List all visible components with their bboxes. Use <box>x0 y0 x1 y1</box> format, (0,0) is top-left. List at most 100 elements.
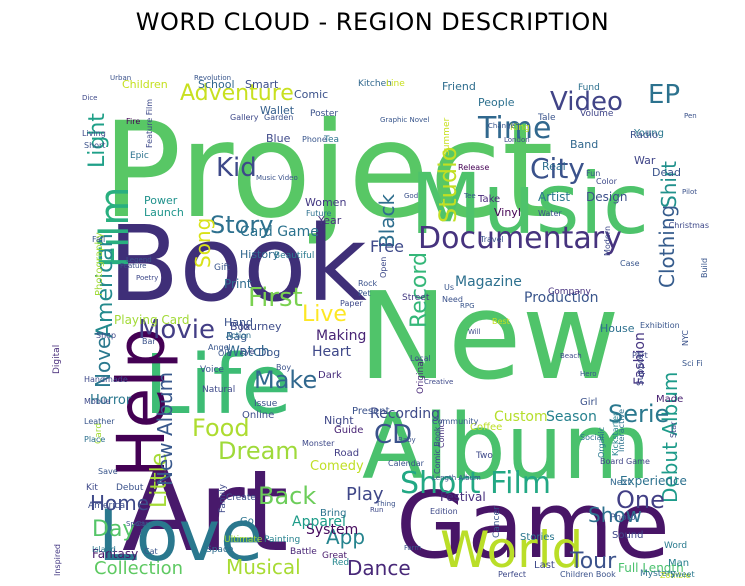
word-made: Made <box>656 394 683 405</box>
word-sound: Sound <box>612 530 644 541</box>
word-cd: CD <box>374 420 412 450</box>
word-angel: Angel <box>208 343 231 352</box>
word-dead: Dead <box>652 166 681 179</box>
word-debut-album: Debut Album <box>658 372 682 503</box>
word-tea: Tea <box>323 135 339 145</box>
word-natural: Natural <box>202 385 235 395</box>
word-gallery: Gallery <box>230 113 259 122</box>
word-america: America <box>88 501 125 511</box>
word-album: Album <box>362 395 650 500</box>
word-god: God <box>404 192 418 200</box>
word-need: Need <box>442 295 463 304</box>
word-beach: Beach <box>560 352 582 360</box>
word-custom: Custom <box>494 409 548 425</box>
word-story: Story <box>210 211 273 239</box>
word-short: Short <box>84 141 105 150</box>
word-shop: Shop <box>96 331 116 340</box>
word-new: New <box>358 268 620 407</box>
word-baby: Baby <box>398 436 416 444</box>
word-food: Food <box>192 414 250 442</box>
word-photo: Photo <box>610 513 636 523</box>
word-road: Road <box>334 448 359 459</box>
word-space: Space <box>206 545 234 555</box>
word-poster: Poster <box>310 109 338 119</box>
word-part: Part <box>632 351 648 360</box>
word-comic-book: Comic Book <box>433 426 442 474</box>
word-go: Go <box>240 516 254 527</box>
word-best: Best <box>492 317 510 326</box>
word-new-album: New Album <box>153 372 177 486</box>
word-mystery: Mystery <box>640 569 677 579</box>
word-first: First <box>248 283 303 313</box>
word-board-game: Board Game <box>600 457 650 466</box>
word-adventure: Adventure <box>180 81 294 106</box>
word-free: Free <box>370 237 404 256</box>
word-sport: Sport <box>126 520 145 528</box>
word-kid: Kid <box>216 153 257 183</box>
word-blue: Blue <box>266 132 291 145</box>
word-color: Color <box>596 177 618 186</box>
word-take: Take <box>477 194 500 205</box>
word-movie: Movie <box>138 315 215 345</box>
word-bring: Bring <box>320 508 346 519</box>
word-release: Release <box>458 163 489 172</box>
word-create: Create <box>226 493 256 503</box>
word-art: Art <box>122 447 289 577</box>
word-stories: Stories <box>520 532 555 543</box>
word-video: Video <box>550 87 623 117</box>
word-poetry: Poetry <box>136 274 158 282</box>
word-radio: Radio <box>630 130 658 141</box>
word-festival: Festival <box>440 490 486 504</box>
word-live: Live <box>302 302 347 327</box>
word-collection: Collection <box>94 558 183 579</box>
word-tale: Tale <box>537 113 556 123</box>
word-band: Band <box>570 138 598 151</box>
word-debut: Debut <box>116 483 144 493</box>
word-travel: Travel <box>479 235 504 244</box>
word-shirt: Shirt <box>657 161 681 208</box>
word-thing: Thing <box>375 500 396 508</box>
word-play: Play <box>346 484 384 505</box>
word-app: App <box>326 525 365 549</box>
word-last: Last <box>534 560 555 571</box>
word-save: Save <box>98 467 118 476</box>
word-day: Day <box>92 517 135 542</box>
word-rock: Rock <box>358 279 377 288</box>
word-man: Man <box>668 558 689 569</box>
word-will: Will <box>468 328 481 336</box>
word-dream: Dream <box>218 437 299 465</box>
word-apparel: Apparel <box>292 514 346 530</box>
word-cancer: Cancer <box>492 506 502 538</box>
chart-title: WORD CLOUD - REGION DESCRIPTION <box>135 8 610 36</box>
word-perfect: Perfect <box>498 570 526 579</box>
word-vinyl: Vinyl <box>494 206 521 219</box>
word-social: Social <box>580 433 604 442</box>
word-future: Future <box>306 209 332 218</box>
word-length-album: Length Album <box>432 474 481 482</box>
word-garden: Garden <box>264 113 293 122</box>
word-musical: Musical <box>226 555 301 579</box>
word-season: Season <box>546 409 597 425</box>
word-ep: EP <box>648 80 680 110</box>
word-home: Home <box>90 491 149 515</box>
word-tee: Tee <box>463 192 476 200</box>
word-project: Project <box>102 94 554 248</box>
word-exhibition: Exhibition <box>640 321 680 330</box>
word-word: Word <box>664 541 687 551</box>
word-inspired: Inspired <box>53 544 62 576</box>
word-production: Production <box>524 290 598 306</box>
word-volume: Volume <box>580 109 614 119</box>
word-red: Red <box>332 558 349 568</box>
word-island: Island <box>92 545 116 554</box>
word-eye: Eye <box>240 347 255 356</box>
word-heart: Heart <box>312 344 351 360</box>
word-photography: Photography <box>94 232 105 296</box>
word-power: Power <box>144 194 178 207</box>
word-dark: Dark <box>318 370 342 381</box>
word-bag: Bag <box>226 330 247 343</box>
word-phone: Phone <box>302 135 327 144</box>
word-case: Case <box>620 259 640 268</box>
word-light: Light <box>85 113 110 168</box>
word-battle: Battle <box>290 547 317 557</box>
